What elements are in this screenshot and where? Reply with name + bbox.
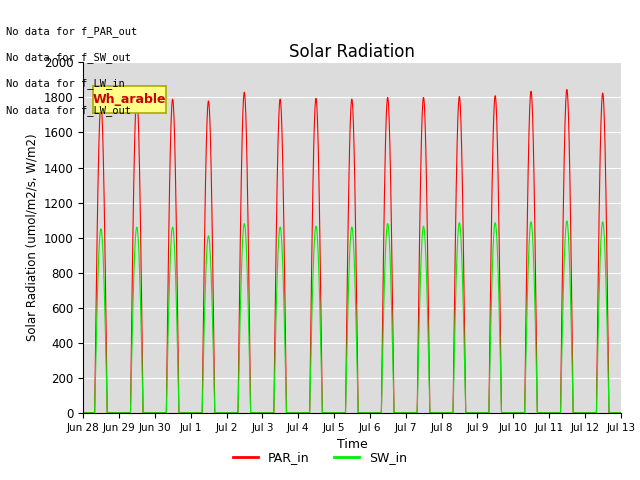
Title: Solar Radiation: Solar Radiation [289, 43, 415, 61]
Text: No data for f_SW_out: No data for f_SW_out [6, 52, 131, 63]
Y-axis label: Solar Radiation (umol/m2/s, W/m2): Solar Radiation (umol/m2/s, W/m2) [25, 134, 38, 341]
X-axis label: Time: Time [337, 438, 367, 451]
Legend: PAR_in, SW_in: PAR_in, SW_in [228, 446, 412, 469]
Text: Wh_arable: Wh_arable [93, 93, 166, 106]
Text: No data for f_LW_in: No data for f_LW_in [6, 78, 125, 89]
Text: No data for f_LW_out: No data for f_LW_out [6, 105, 131, 116]
Text: No data for f_PAR_out: No data for f_PAR_out [6, 25, 138, 36]
